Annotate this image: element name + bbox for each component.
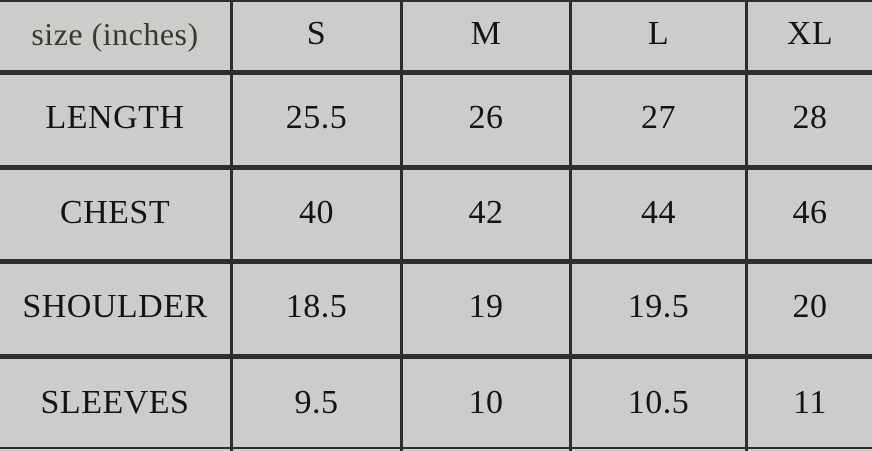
- cell-shoulder-l: 19.5: [572, 264, 748, 359]
- cell-shoulder-xl: 20: [748, 264, 872, 359]
- cell-sleeves-l: 10.5: [572, 359, 748, 451]
- header-cell-l: L: [572, 2, 748, 75]
- cell-length-l: 27: [572, 75, 748, 170]
- cell-chest-s: 40: [233, 170, 403, 264]
- cell-length-s: 25.5: [233, 75, 403, 170]
- cell-shoulder-m: 19: [403, 264, 572, 359]
- cell-length-xl: 28: [748, 75, 872, 170]
- cell-chest-m: 42: [403, 170, 572, 264]
- row-label-sleeves: SLEEVES: [0, 359, 233, 451]
- header-cell-s: S: [233, 2, 403, 75]
- row-label-length: LENGTH: [0, 75, 233, 170]
- cell-shoulder-s: 18.5: [233, 264, 403, 359]
- cell-length-m: 26: [403, 75, 572, 170]
- cell-chest-xl: 46: [748, 170, 872, 264]
- cell-sleeves-s: 9.5: [233, 359, 403, 451]
- row-label-chest: CHEST: [0, 170, 233, 264]
- cell-sleeves-xl: 11: [793, 384, 827, 421]
- header-cell-size-label: size (inches): [0, 2, 233, 75]
- row-label-shoulder: SHOULDER: [0, 264, 233, 359]
- header-cell-m: M: [403, 2, 572, 75]
- header-cell-xl: XL: [748, 2, 872, 75]
- cell-sleeves-m: 10: [403, 359, 572, 451]
- cell-chest-l: 44: [572, 170, 748, 264]
